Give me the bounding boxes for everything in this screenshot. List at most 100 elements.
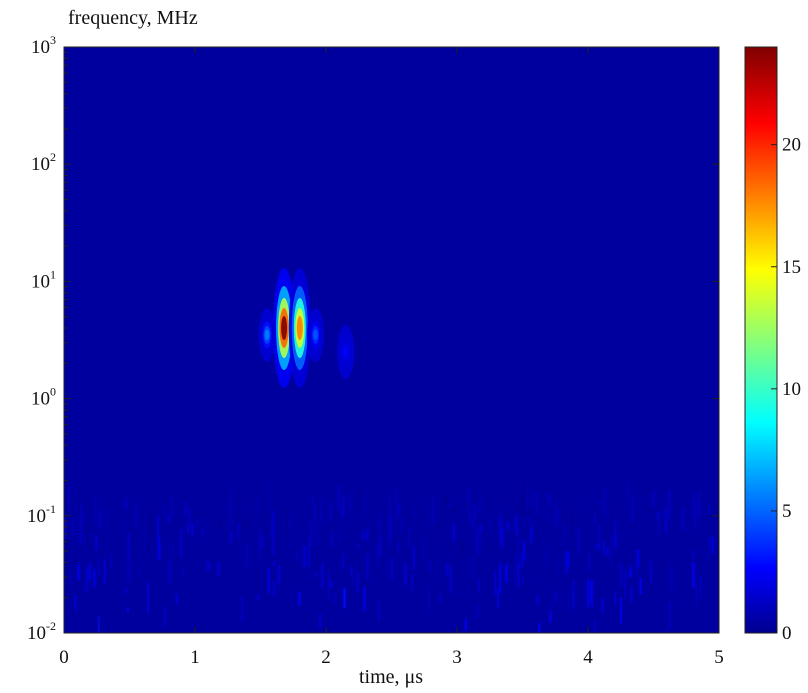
noise-streak: [636, 517, 639, 532]
noise-streak: [290, 521, 292, 547]
noise-streak: [567, 552, 570, 567]
noise-streak: [620, 597, 622, 624]
noise-streak: [556, 508, 559, 526]
noise-streak: [333, 592, 336, 605]
noise-streak: [610, 537, 613, 566]
noise-streak: [438, 523, 441, 547]
noise-streak: [168, 558, 171, 585]
noise-streak: [408, 527, 411, 548]
noise-streak: [104, 559, 106, 585]
noise-streak: [186, 524, 190, 535]
noise-streak: [314, 570, 318, 578]
noise-streak: [522, 541, 526, 562]
noise-streak: [558, 554, 560, 579]
noise-streak: [250, 491, 253, 502]
noise-streak: [397, 542, 399, 552]
noise-streak: [698, 521, 701, 544]
noise-streak: [401, 532, 404, 547]
noise-streak: [464, 501, 468, 509]
noise-streak: [277, 565, 281, 585]
noise-streak: [692, 549, 695, 559]
noise-streak: [311, 496, 314, 508]
noise-streak: [89, 536, 92, 556]
noise-streak: [329, 501, 332, 523]
noise-streak: [379, 533, 382, 558]
colorbar-tick-label: 15: [782, 257, 801, 278]
noise-streak: [661, 581, 664, 594]
noise-streak: [72, 517, 75, 537]
noise-streak: [499, 563, 502, 593]
noise-streak: [681, 507, 685, 531]
noise-streak: [670, 534, 673, 542]
noise-streak: [237, 523, 240, 539]
noise-streak: [110, 553, 113, 568]
noise-streak: [398, 505, 401, 515]
noise-streak: [679, 598, 682, 610]
noise-streak: [209, 561, 211, 570]
noise-streak: [88, 562, 92, 580]
noise-streak: [536, 595, 539, 605]
noise-streak: [254, 493, 257, 499]
noise-streak: [522, 516, 524, 522]
noise-streak: [416, 500, 419, 508]
y-tick-label: 101: [31, 267, 56, 292]
noise-streak: [532, 489, 535, 508]
noise-streak: [245, 497, 248, 526]
noise-streak: [665, 510, 668, 534]
noise-streak: [337, 485, 340, 511]
noise-streak: [629, 565, 632, 574]
noise-streak: [630, 505, 633, 515]
noise-streak: [489, 517, 492, 537]
noise-streak: [426, 524, 429, 530]
noise-band: [64, 481, 719, 633]
noise-streak: [185, 532, 188, 540]
noise-streak: [127, 606, 129, 613]
noise-streak: [142, 528, 146, 553]
noise-streak: [244, 513, 246, 530]
noise-streak: [231, 515, 233, 532]
noise-streak: [531, 536, 535, 542]
noise-streak: [449, 501, 453, 507]
noise-streak: [366, 553, 370, 580]
noise-streak: [597, 524, 600, 552]
noise-streak: [550, 603, 553, 608]
noise-streak: [391, 558, 393, 581]
noise-streak: [506, 573, 510, 579]
noise-streak: [341, 497, 344, 517]
noise-streak: [226, 503, 229, 531]
noise-streak: [200, 529, 204, 536]
noise-streak: [571, 508, 573, 538]
noise-streak: [86, 519, 89, 548]
noise-streak: [356, 543, 359, 549]
plot-area: [64, 47, 719, 633]
noise-streak: [600, 541, 603, 551]
noise-streak: [316, 523, 319, 547]
noise-streak: [480, 529, 483, 548]
noise-streak: [572, 580, 575, 610]
noise-streak: [587, 579, 590, 608]
noise-streak: [634, 507, 637, 532]
noise-streak: [601, 598, 604, 614]
noise-streak: [95, 534, 98, 551]
noise-streak: [83, 524, 86, 535]
y-axis-label: frequency, MHz: [68, 7, 198, 29]
noise-streak: [669, 501, 672, 525]
noise-streak: [622, 532, 625, 538]
noise-streak: [566, 510, 569, 527]
noise-streak: [639, 577, 642, 595]
noise-streak: [464, 619, 467, 631]
noise-streak: [659, 559, 662, 580]
noise-streak: [649, 582, 653, 599]
noise-streak: [280, 515, 282, 539]
noise-streak: [506, 521, 510, 531]
noise-streak: [285, 507, 288, 535]
noise-streak: [567, 608, 570, 616]
noise-streak: [378, 510, 382, 537]
noise-streak: [300, 518, 304, 530]
noise-streak: [412, 546, 415, 570]
noise-streak: [321, 503, 324, 514]
plot-frame: [63, 46, 720, 634]
noise-streak: [64, 517, 67, 539]
noise-streak: [228, 482, 231, 511]
noise-streak: [123, 518, 126, 533]
